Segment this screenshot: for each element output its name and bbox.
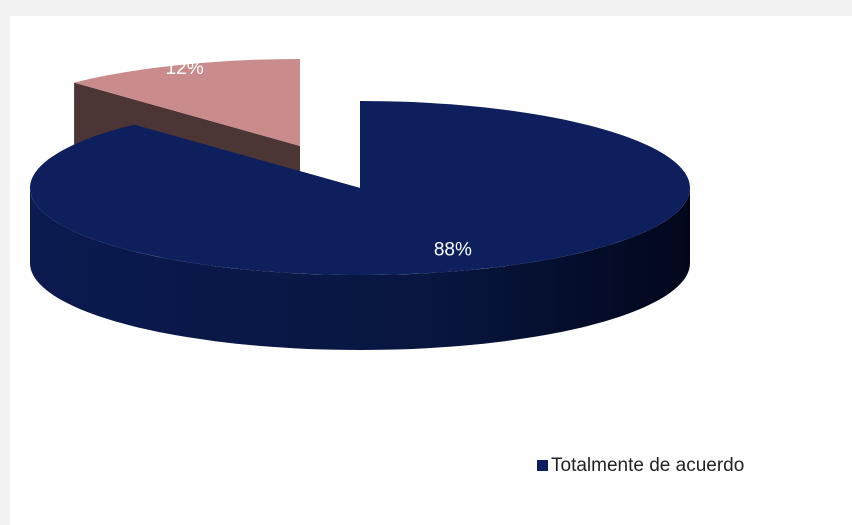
- slice: [74, 59, 300, 146]
- legend-swatch: [537, 460, 548, 471]
- legend-label: Totalmente de acuerdo: [551, 455, 744, 476]
- data-label: 88%: [434, 240, 472, 261]
- slice-wall: [30, 188, 690, 350]
- slice: [30, 101, 690, 275]
- data-label: 12%: [166, 58, 204, 79]
